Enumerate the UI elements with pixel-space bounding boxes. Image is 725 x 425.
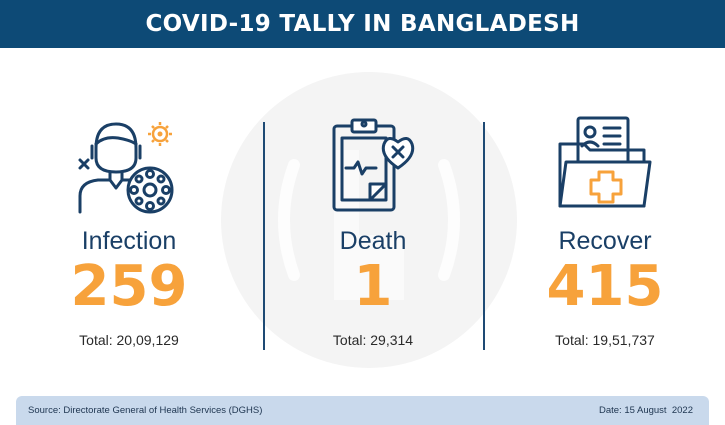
virus-patient-icon [78, 122, 174, 214]
death-label: Death [339, 227, 407, 255]
header-banner: COVID-19 TALLY IN BANGLADESH [0, 0, 725, 48]
date-text: Date: 15 August 2022 [598, 405, 693, 416]
stat-death: Death 1 Total: 29,314 [258, 108, 488, 348]
source-text: Source: Directorate General of Health Se… [28, 405, 263, 416]
infection-total: Total: 20,09,129 [79, 332, 179, 348]
stat-recover: Recover 415 Total: 19,51,737 [490, 108, 720, 348]
clipboard-heart-icon [332, 118, 415, 212]
recover-value: 415 [546, 254, 664, 319]
death-total: Total: 29,314 [332, 332, 414, 348]
recover-label: Recover [558, 227, 652, 255]
stat-infection: Infection 259 Total: 20,09,129 [14, 108, 244, 348]
recover-total: Total: 19,51,737 [555, 332, 655, 348]
footer-bar: Source: Directorate General of Health Se… [16, 396, 709, 425]
divider-left [263, 122, 265, 350]
medical-folder-icon [558, 116, 652, 208]
death-value: 1 [353, 254, 393, 319]
page-title: COVID-19 TALLY IN BANGLADESH [145, 11, 580, 37]
infection-value: 259 [70, 254, 188, 319]
watermark-logo-icon [221, 72, 517, 368]
infection-label: Infection [81, 227, 177, 255]
divider-right [483, 122, 485, 350]
